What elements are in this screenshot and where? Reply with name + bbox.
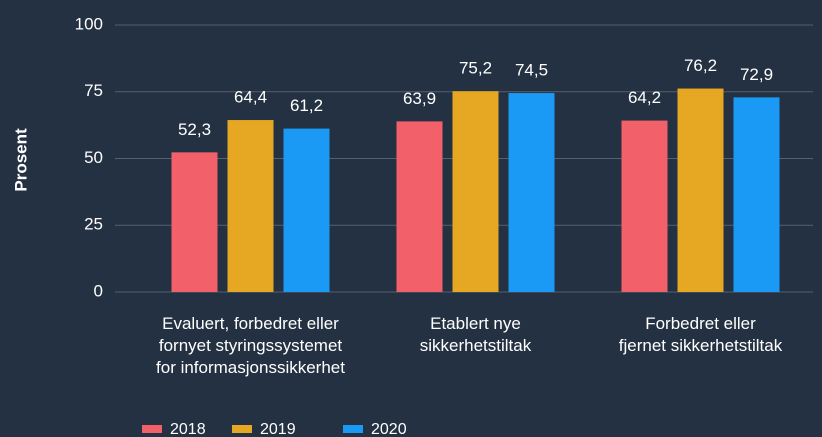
legend-label: 2020 (371, 421, 407, 437)
y-tick-label: 75 (84, 81, 103, 100)
legend-label: 2019 (260, 421, 296, 437)
x-tick-label: Etablert nye sikkerhetstiltak (419, 314, 532, 355)
y-tick-label: 25 (84, 215, 103, 234)
bar (283, 128, 330, 292)
bar (677, 88, 724, 293)
y-tick-label: 100 (75, 14, 103, 33)
value-label: 64,4 (234, 88, 267, 107)
bar (171, 152, 218, 292)
bar (227, 120, 274, 292)
y-tick-label: 0 (94, 281, 103, 300)
bar (396, 121, 443, 293)
legend-swatch (142, 425, 162, 433)
value-label: 64,2 (628, 88, 661, 107)
bar (452, 91, 499, 292)
value-label: 74,5 (515, 61, 548, 80)
value-label: 72,9 (740, 65, 773, 84)
value-label: 61,2 (290, 96, 323, 115)
value-label: 52,3 (178, 120, 211, 139)
y-tick-label: 50 (84, 148, 103, 167)
value-label: 63,9 (403, 89, 436, 108)
legend-swatch (343, 425, 363, 433)
legend-swatch (232, 425, 252, 433)
bar (621, 120, 668, 292)
bar (733, 97, 780, 293)
legend-label: 2018 (170, 421, 206, 437)
x-tick-label: Evaluert, forbedret eller fornyet styrin… (156, 314, 345, 377)
value-label: 75,2 (459, 59, 492, 78)
y-axis-label: Prosent (11, 128, 30, 192)
x-tick-label: Forbedret eller fjernet sikkerhetstiltak (618, 314, 783, 355)
value-label: 76,2 (684, 56, 717, 75)
bar (508, 93, 555, 293)
